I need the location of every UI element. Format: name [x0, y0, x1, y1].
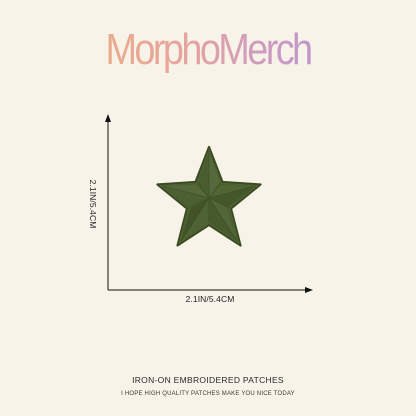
product-title: IRON-ON EMBROIDERED PATCHES — [132, 375, 284, 385]
product-tagline: I HOPE HIGH QUALITY PATCHES MAKE YOU NIC… — [121, 391, 295, 397]
brand-logo: MorphoMerch — [29, 22, 387, 78]
height-arrow — [105, 114, 111, 290]
width-arrow — [108, 287, 313, 293]
width-label: 2.1IN/5.4CM — [185, 294, 235, 304]
height-label: 2.1IN/5.4CM — [88, 179, 98, 229]
star-patch-image — [156, 145, 262, 247]
